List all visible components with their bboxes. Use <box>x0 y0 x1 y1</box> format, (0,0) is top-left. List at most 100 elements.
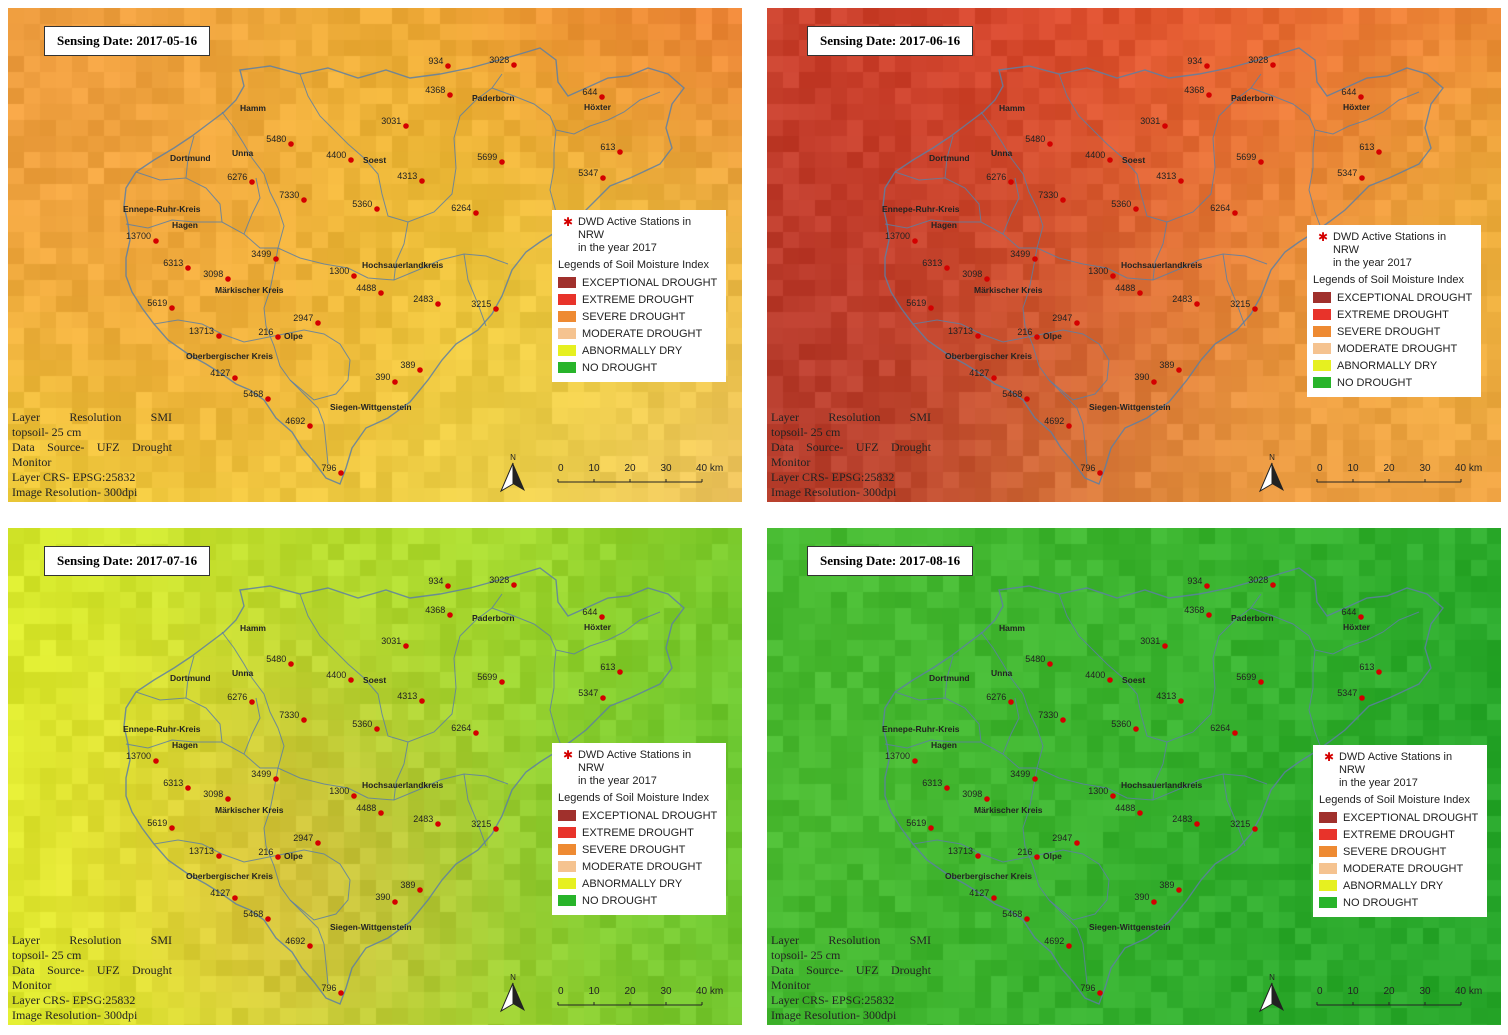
station-marker[interactable]: 6264 <box>1210 203 1238 216</box>
station-marker[interactable]: 13713 <box>189 326 222 339</box>
station-marker[interactable]: 6276 <box>227 172 255 185</box>
station-marker[interactable]: 4488 <box>356 803 384 816</box>
station-marker[interactable]: 5468 <box>243 909 271 922</box>
station-marker[interactable]: 934 <box>1187 576 1210 589</box>
station-marker[interactable]: 3499 <box>1010 249 1038 262</box>
station-marker[interactable]: 4692 <box>285 416 313 429</box>
station-marker[interactable]: 4368 <box>1184 85 1212 98</box>
station-marker[interactable]: 5619 <box>147 298 175 311</box>
station-marker[interactable]: 1300 <box>329 786 357 799</box>
station-marker[interactable]: 1300 <box>1088 786 1116 799</box>
station-marker[interactable]: 389 <box>1159 360 1182 373</box>
station-marker[interactable]: 3031 <box>1140 116 1168 129</box>
station-marker[interactable]: 5699 <box>1236 672 1264 685</box>
station-marker[interactable]: 4313 <box>1156 171 1184 184</box>
station-marker[interactable]: 390 <box>1134 372 1157 385</box>
station-marker[interactable]: 4313 <box>397 171 425 184</box>
station-marker[interactable]: 4692 <box>1044 936 1072 949</box>
station-marker[interactable]: 5360 <box>352 719 380 732</box>
station-marker[interactable]: 13700 <box>126 751 159 764</box>
station-marker[interactable]: 3031 <box>381 116 409 129</box>
station-marker[interactable]: 390 <box>375 892 398 905</box>
station-marker[interactable]: 1300 <box>329 266 357 279</box>
station-marker[interactable]: 3499 <box>251 249 279 262</box>
station-marker[interactable]: 3499 <box>251 769 279 782</box>
station-marker[interactable]: 13700 <box>885 751 918 764</box>
station-marker[interactable]: 5480 <box>266 654 294 667</box>
station-marker[interactable]: 5468 <box>1002 909 1030 922</box>
station-marker[interactable]: 3215 <box>1230 299 1258 312</box>
station-marker[interactable]: 5360 <box>1111 719 1139 732</box>
station-marker[interactable]: 216 <box>1017 847 1040 860</box>
station-marker[interactable]: 5699 <box>1236 152 1264 165</box>
station-marker[interactable]: 5619 <box>147 818 175 831</box>
station-marker[interactable]: 2483 <box>413 294 441 307</box>
station-marker[interactable]: 4368 <box>425 605 453 618</box>
station-marker[interactable]: 2947 <box>293 313 321 326</box>
station-marker[interactable]: 6264 <box>451 203 479 216</box>
station-marker[interactable]: 644 <box>582 87 605 100</box>
station-marker[interactable]: 796 <box>321 463 344 476</box>
station-marker[interactable]: 1300 <box>1088 266 1116 279</box>
station-marker[interactable]: 5360 <box>1111 199 1139 212</box>
station-marker[interactable]: 216 <box>258 847 281 860</box>
station-marker[interactable]: 934 <box>428 56 451 69</box>
station-marker[interactable]: 5347 <box>578 168 606 181</box>
station-marker[interactable]: 613 <box>1359 142 1382 155</box>
station-marker[interactable]: 5480 <box>266 134 294 147</box>
station-marker[interactable]: 2483 <box>1172 294 1200 307</box>
station-marker[interactable]: 5619 <box>906 298 934 311</box>
station-marker[interactable]: 4127 <box>969 888 997 901</box>
station-marker[interactable]: 7330 <box>279 190 307 203</box>
station-marker[interactable]: 7330 <box>1038 190 1066 203</box>
station-marker[interactable]: 5468 <box>243 389 271 402</box>
station-marker[interactable]: 5347 <box>1337 688 1365 701</box>
station-marker[interactable]: 3098 <box>203 789 231 802</box>
station-marker[interactable]: 6313 <box>163 258 191 271</box>
station-marker[interactable]: 644 <box>1341 607 1364 620</box>
station-marker[interactable]: 13713 <box>948 846 981 859</box>
station-marker[interactable]: 4127 <box>969 368 997 381</box>
station-marker[interactable]: 3028 <box>1248 575 1276 588</box>
station-marker[interactable]: 5347 <box>578 688 606 701</box>
station-marker[interactable]: 216 <box>258 327 281 340</box>
station-marker[interactable]: 389 <box>400 360 423 373</box>
station-marker[interactable]: 4400 <box>1085 670 1113 683</box>
station-marker[interactable]: 6276 <box>986 172 1014 185</box>
station-marker[interactable]: 3028 <box>489 55 517 68</box>
station-marker[interactable]: 2947 <box>293 833 321 846</box>
station-marker[interactable]: 3098 <box>203 269 231 282</box>
station-marker[interactable]: 3098 <box>962 789 990 802</box>
station-marker[interactable]: 6264 <box>1210 723 1238 736</box>
station-marker[interactable]: 3215 <box>471 299 499 312</box>
station-marker[interactable]: 5347 <box>1337 168 1365 181</box>
station-marker[interactable]: 934 <box>428 576 451 589</box>
station-marker[interactable]: 6276 <box>986 692 1014 705</box>
station-marker[interactable]: 4127 <box>210 368 238 381</box>
station-marker[interactable]: 4692 <box>285 936 313 949</box>
station-marker[interactable]: 2483 <box>1172 814 1200 827</box>
station-marker[interactable]: 4400 <box>326 670 354 683</box>
station-marker[interactable]: 13700 <box>126 231 159 244</box>
station-marker[interactable]: 613 <box>600 662 623 675</box>
station-marker[interactable]: 389 <box>400 880 423 893</box>
station-marker[interactable]: 7330 <box>279 710 307 723</box>
station-marker[interactable]: 4313 <box>397 691 425 704</box>
station-marker[interactable]: 5480 <box>1025 654 1053 667</box>
station-marker[interactable]: 390 <box>375 372 398 385</box>
station-marker[interactable]: 5619 <box>906 818 934 831</box>
station-marker[interactable]: 4368 <box>1184 605 1212 618</box>
station-marker[interactable]: 2947 <box>1052 313 1080 326</box>
station-marker[interactable]: 3031 <box>1140 636 1168 649</box>
station-marker[interactable]: 4400 <box>326 150 354 163</box>
station-marker[interactable]: 796 <box>1080 463 1103 476</box>
station-marker[interactable]: 613 <box>600 142 623 155</box>
station-marker[interactable]: 3098 <box>962 269 990 282</box>
station-marker[interactable]: 934 <box>1187 56 1210 69</box>
station-marker[interactable]: 216 <box>1017 327 1040 340</box>
station-marker[interactable]: 7330 <box>1038 710 1066 723</box>
station-marker[interactable]: 5360 <box>352 199 380 212</box>
station-marker[interactable]: 390 <box>1134 892 1157 905</box>
station-marker[interactable]: 5480 <box>1025 134 1053 147</box>
station-marker[interactable]: 6264 <box>451 723 479 736</box>
